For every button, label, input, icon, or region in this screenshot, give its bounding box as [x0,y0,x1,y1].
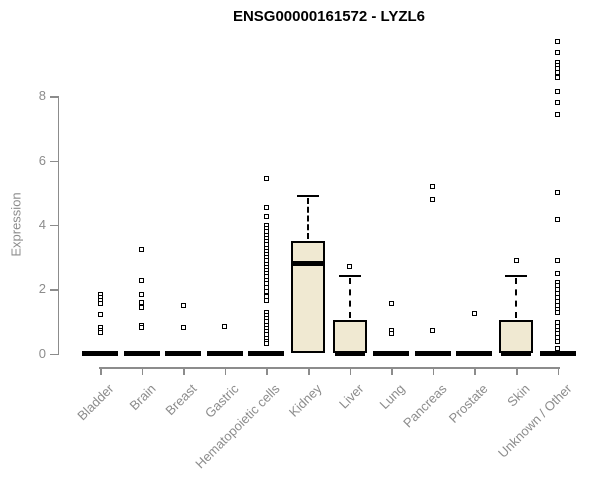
outlier-point [139,246,145,252]
y-tick-mark [50,160,58,163]
outlier-point [263,175,269,181]
y-axis-line [57,96,59,356]
outlier-point [555,50,561,56]
outlier-point [555,74,561,80]
outlier-point [555,100,561,106]
x-tick-mark [391,367,393,375]
outlier-point [555,310,561,316]
median-line [123,351,160,356]
y-tick-mark [50,289,58,291]
outlier-point [555,339,561,345]
outlier-point [97,330,103,336]
median-line [293,260,323,266]
outlier-point [471,310,477,316]
outlier-point [388,301,394,307]
whisker-line [307,197,309,239]
outlier-point [555,111,561,117]
outlier-point [347,263,353,269]
box [291,240,325,354]
x-tick-mark [557,367,560,375]
x-tick-mark [100,367,102,375]
median-line [165,351,202,356]
whisker-line [515,278,517,318]
median-line [414,351,451,356]
outlier-point [139,299,145,305]
x-tick-mark [474,367,476,375]
outlier-point [388,331,394,337]
median-line [539,351,576,356]
x-tick-mark [141,367,144,375]
y-tick-mark [50,353,58,355]
box [499,319,533,354]
x-tick-mark [183,367,185,375]
y-tick-label: 4 [38,216,46,232]
median-line [248,351,285,356]
outlier-point [555,270,561,276]
median-line [334,351,365,356]
outlier-point [180,324,186,330]
outlier-point [263,297,269,303]
y-tick-label: 2 [38,281,46,297]
outlier-point [263,341,269,347]
outlier-point [430,328,436,334]
x-tick-mark [432,367,435,375]
outlier-point [555,217,561,223]
x-tick-mark [308,367,310,375]
outlier-point [555,258,561,264]
outlier-point [139,292,145,298]
whisker-cap [505,275,527,278]
median-line [501,351,531,356]
outlier-point [555,39,561,45]
median-line [373,351,410,356]
outlier-point [180,302,186,308]
median-line [206,351,243,356]
box [332,319,367,354]
outlier-point [555,89,561,95]
outlier-point [139,325,145,331]
y-tick-label: 6 [38,152,46,168]
y-tick-mark [50,96,58,98]
x-axis-line [99,367,560,369]
outlier-point [555,190,561,196]
outlier-point [97,300,103,306]
outlier-point [555,346,561,352]
x-tick-mark [224,367,227,375]
x-tick-mark [516,367,518,375]
whisker-cap [297,194,319,197]
median-line [82,351,118,356]
x-tick-mark [349,367,352,375]
chart-title: ENSG00000161572 - LYZL6 [232,8,426,25]
outlier-point [97,311,103,317]
outlier-point [430,183,436,189]
x-tick-mark [266,367,268,375]
outlier-point [139,278,145,284]
y-tick-label: 8 [38,88,46,104]
y-tick-label: 0 [38,345,46,361]
y-tick-mark [50,224,58,227]
outlier-point [430,196,436,202]
outlier-point [139,304,145,310]
whisker-cap [338,275,361,278]
outlier-point [263,204,269,210]
median-line [456,351,493,356]
outlier-point [263,213,269,219]
whisker-line [348,278,351,318]
outlier-point [222,323,228,329]
outlier-point [513,257,519,263]
